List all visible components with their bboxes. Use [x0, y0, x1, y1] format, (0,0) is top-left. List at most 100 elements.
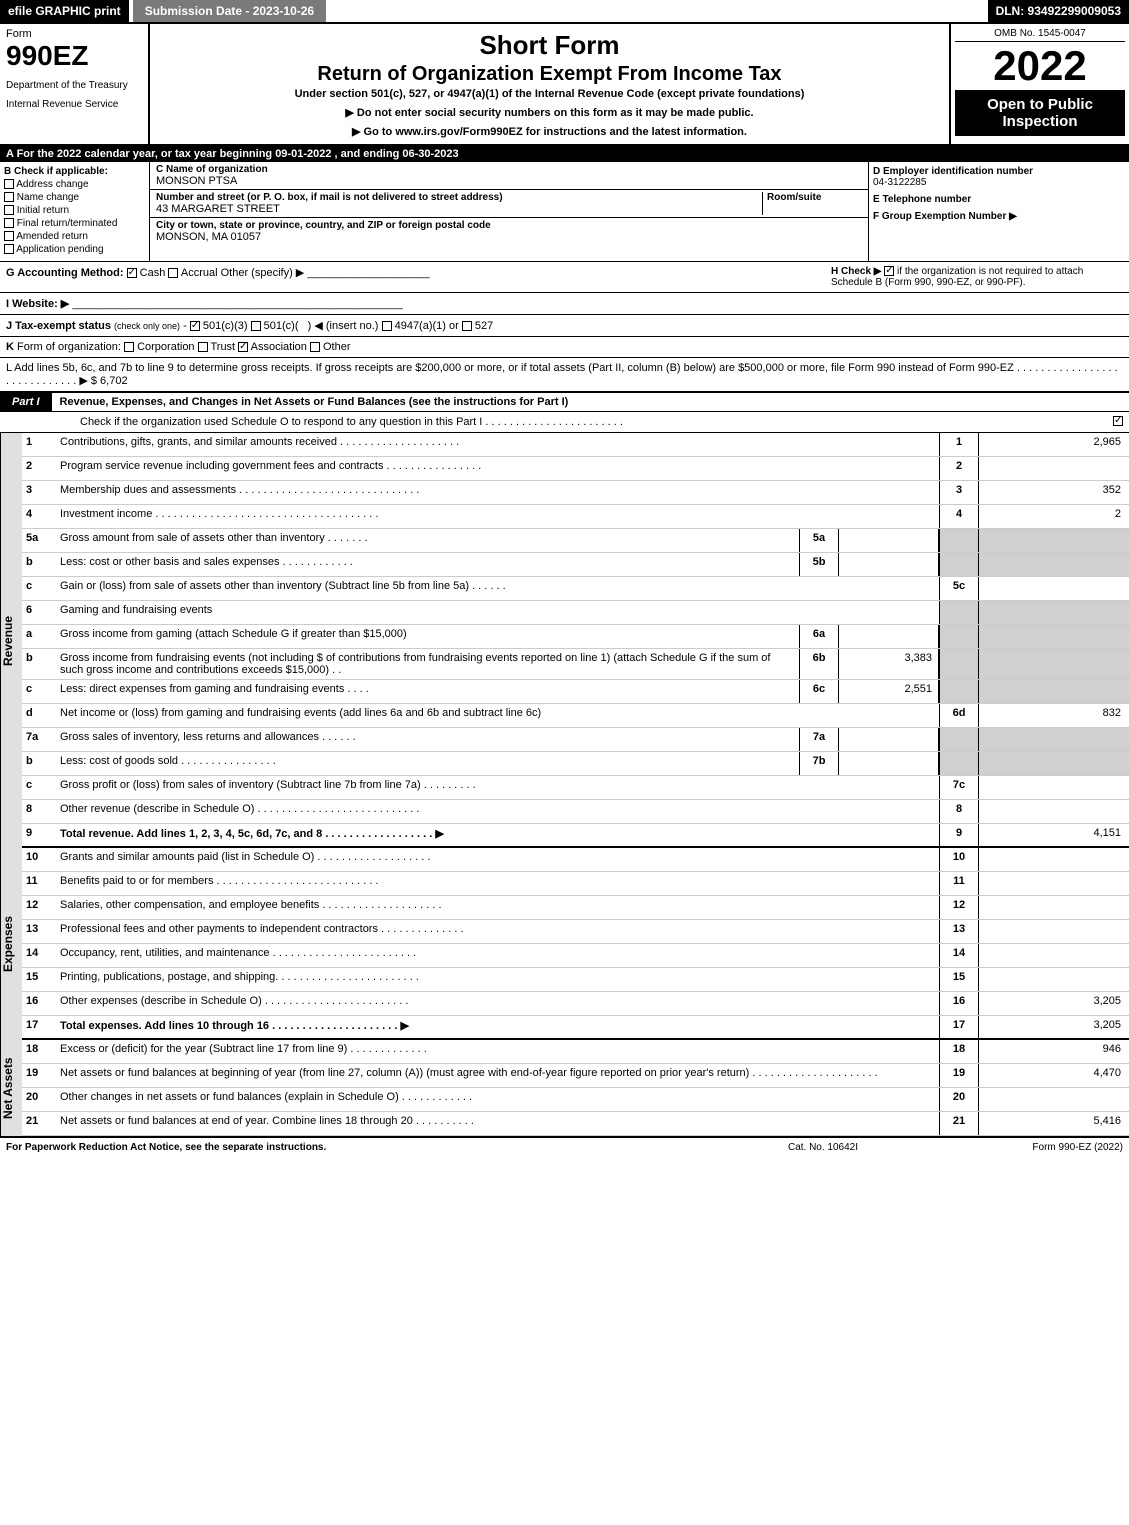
expenses-side-label: Expenses [0, 848, 22, 1040]
line-6a: a Gross income from gaming (attach Sched… [22, 625, 1129, 649]
line-6d: d Net income or (loss) from gaming and f… [22, 704, 1129, 728]
submission-date: Submission Date - 2023-10-26 [133, 0, 326, 22]
part-1-tag: Part I [0, 393, 52, 411]
line-18: 18Excess or (deficit) for the year (Subt… [22, 1040, 1129, 1064]
line-6c: c Less: direct expenses from gaming and … [22, 680, 1129, 704]
row-j-status: J Tax-exempt status (check only one) - 5… [0, 315, 1129, 337]
omb-number: OMB No. 1545-0047 [955, 28, 1125, 42]
line-1-amount: 2,965 [979, 433, 1129, 456]
chk-corporation[interactable] [124, 342, 134, 352]
line-5a: 5a Gross amount from sale of assets othe… [22, 529, 1129, 553]
chk-other-org[interactable] [310, 342, 320, 352]
row-g-h: G Accounting Method: Cash Accrual Other … [0, 262, 1129, 293]
chk-501c[interactable] [251, 321, 261, 331]
line-18-amount: 946 [979, 1040, 1129, 1063]
col-c-org-info: C Name of organization MONSON PTSA Numbe… [150, 162, 869, 261]
gross-receipts-value: 6,702 [100, 375, 128, 387]
chk-schedule-o[interactable] [1113, 416, 1123, 426]
chk-501c3[interactable] [190, 321, 200, 331]
efile-label: efile GRAPHIC print [0, 0, 129, 22]
line-5c: c Gain or (loss) from sale of assets oth… [22, 577, 1129, 601]
tel-label: E Telephone number [873, 194, 1125, 205]
group-exemption-label: F Group Exemption Number ▶ [873, 211, 1125, 222]
part-1-title: Revenue, Expenses, and Changes in Net As… [52, 396, 1129, 408]
chk-initial-return[interactable]: Initial return [4, 205, 145, 216]
line-21: 21Net assets or fund balances at end of … [22, 1112, 1129, 1136]
line-6b: b Gross income from fundraising events (… [22, 649, 1129, 680]
col-b-title: B Check if applicable: [4, 166, 145, 177]
form-header: Form 990EZ Department of the Treasury In… [0, 24, 1129, 146]
chk-amended-return[interactable]: Amended return [4, 231, 145, 242]
line-16: 16Other expenses (describe in Schedule O… [22, 992, 1129, 1016]
col-b-checkboxes: B Check if applicable: Address change Na… [0, 162, 150, 261]
header-left: Form 990EZ Department of the Treasury In… [0, 24, 150, 144]
line-11: 11Benefits paid to or for members . . . … [22, 872, 1129, 896]
dln-number: DLN: 93492299009053 [988, 0, 1129, 22]
line-8: 8 Other revenue (describe in Schedule O)… [22, 800, 1129, 824]
org-name-cell: C Name of organization MONSON PTSA [150, 162, 868, 190]
dept-treasury: Department of the Treasury [6, 80, 142, 91]
line-12: 12Salaries, other compensation, and empl… [22, 896, 1129, 920]
chk-association[interactable] [238, 342, 248, 352]
row-k-form-org: K Form of organization: Corporation Trus… [0, 337, 1129, 358]
chk-527[interactable] [462, 321, 472, 331]
street-cell: Number and street (or P. O. box, if mail… [150, 190, 868, 218]
line-19: 19Net assets or fund balances at beginni… [22, 1064, 1129, 1088]
line-7c: c Gross profit or (loss) from sales of i… [22, 776, 1129, 800]
room-label: Room/suite [767, 192, 862, 203]
line-3-amount: 352 [979, 481, 1129, 504]
ein-label: D Employer identification number [873, 166, 1125, 177]
chk-application-pending[interactable]: Application pending [4, 244, 145, 255]
footer-form-id: Form 990-EZ (2022) [923, 1142, 1123, 1153]
chk-trust[interactable] [198, 342, 208, 352]
note-ssn: ▶ Do not enter social security numbers o… [156, 106, 943, 119]
header-right: OMB No. 1545-0047 2022 Open to Public In… [949, 24, 1129, 144]
footer-paperwork: For Paperwork Reduction Act Notice, see … [6, 1142, 723, 1153]
tax-year: 2022 [955, 42, 1125, 90]
line-17-amount: 3,205 [979, 1016, 1129, 1038]
line-17: 17Total expenses. Add lines 10 through 1… [22, 1016, 1129, 1040]
top-bar: efile GRAPHIC print Submission Date - 20… [0, 0, 1129, 24]
line-5b: b Less: cost or other basis and sales ex… [22, 553, 1129, 577]
row-i-website: I Website: ▶ ___________________________… [0, 293, 1129, 315]
form-number: 990EZ [6, 40, 142, 72]
city-label: City or town, state or province, country… [156, 220, 862, 231]
org-name-value: MONSON PTSA [156, 175, 862, 187]
line-21-amount: 5,416 [979, 1112, 1129, 1135]
note-link: ▶ Go to www.irs.gov/Form990EZ for instru… [156, 125, 943, 138]
chk-4947[interactable] [382, 321, 392, 331]
row-h-schedule-b: H Check ▶ if the organization is not req… [823, 266, 1123, 288]
line-6b-value: 3,383 [839, 649, 939, 679]
line-10: 10Grants and similar amounts paid (list … [22, 848, 1129, 872]
expenses-section: Expenses 10Grants and similar amounts pa… [0, 848, 1129, 1040]
chk-name-change[interactable]: Name change [4, 192, 145, 203]
title-short-form: Short Form [156, 30, 943, 61]
chk-address-change[interactable]: Address change [4, 179, 145, 190]
dept-irs: Internal Revenue Service [6, 99, 142, 110]
part-1-header: Part I Revenue, Expenses, and Changes in… [0, 392, 1129, 412]
line-19-amount: 4,470 [979, 1064, 1129, 1087]
line-9-amount: 4,151 [979, 824, 1129, 846]
line-4: 4 Investment income . . . . . . . . . . … [22, 505, 1129, 529]
line-6d-amount: 832 [979, 704, 1129, 727]
street-label: Number and street (or P. O. box, if mail… [156, 192, 762, 203]
chk-cash[interactable] [127, 268, 137, 278]
net-assets-side-label: Net Assets [0, 1040, 22, 1136]
line-14: 14Occupancy, rent, utilities, and mainte… [22, 944, 1129, 968]
line-7a: 7a Gross sales of inventory, less return… [22, 728, 1129, 752]
street-value: 43 MARGARET STREET [156, 203, 762, 215]
chk-final-return[interactable]: Final return/terminated [4, 218, 145, 229]
city-cell: City or town, state or province, country… [150, 218, 868, 245]
ein-value: 04-3122285 [873, 177, 1125, 188]
chk-accrual[interactable] [168, 268, 178, 278]
line-2: 2 Program service revenue including gove… [22, 457, 1129, 481]
row-l-gross-receipts: L Add lines 5b, 6c, and 7b to line 9 to … [0, 358, 1129, 392]
line-1: 1 Contributions, gifts, grants, and simi… [22, 433, 1129, 457]
header-center: Short Form Return of Organization Exempt… [150, 24, 949, 144]
footer-cat-no: Cat. No. 10642I [723, 1142, 923, 1153]
chk-schedule-b[interactable] [884, 266, 894, 276]
page-footer: For Paperwork Reduction Act Notice, see … [0, 1136, 1129, 1157]
title-return: Return of Organization Exempt From Incom… [156, 63, 943, 86]
line-15: 15Printing, publications, postage, and s… [22, 968, 1129, 992]
line-3: 3 Membership dues and assessments . . . … [22, 481, 1129, 505]
